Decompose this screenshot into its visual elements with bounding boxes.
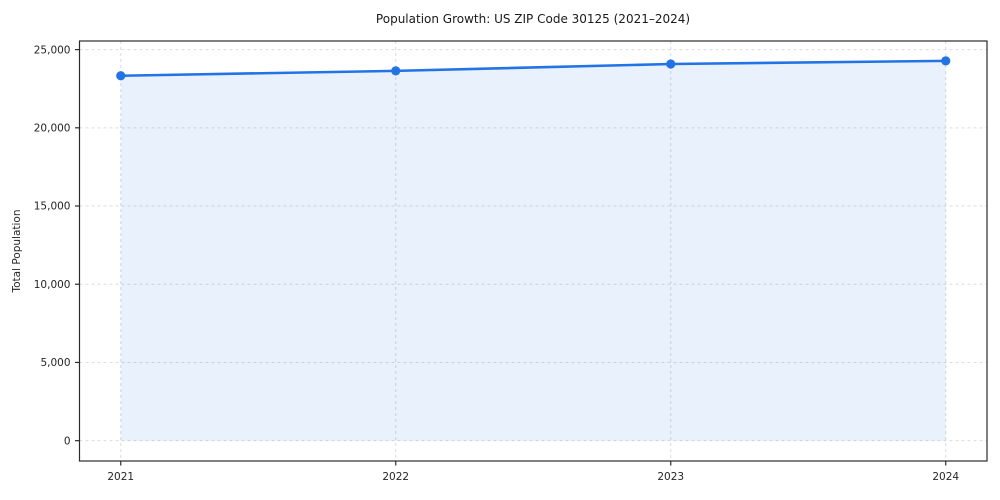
- chart-title: Population Growth: US ZIP Code 30125 (20…: [375, 12, 691, 26]
- y-tick-label: 20,000: [34, 123, 71, 135]
- y-tick-label: 0: [64, 435, 71, 447]
- y-tick-label: 25,000: [34, 44, 71, 56]
- area-fill: [120, 60, 946, 441]
- y-tick-label: 5,000: [40, 357, 70, 369]
- x-tick-label: 2021: [107, 471, 134, 483]
- data-point-marker: [666, 59, 676, 69]
- axes-spines: [78, 40, 988, 462]
- y-tick-label: 15,000: [34, 201, 71, 213]
- x-tick-label: 2023: [657, 471, 684, 483]
- x-tick-label: 2022: [382, 471, 409, 483]
- y-axis-label: Total Population: [11, 209, 23, 293]
- x-tick-label: 2024: [932, 471, 959, 483]
- data-point-marker: [941, 56, 951, 66]
- y-tick-label: 10,000: [34, 279, 71, 291]
- data-point-marker: [116, 71, 126, 81]
- trend-line: [119, 59, 948, 78]
- data-point-marker: [391, 66, 401, 76]
